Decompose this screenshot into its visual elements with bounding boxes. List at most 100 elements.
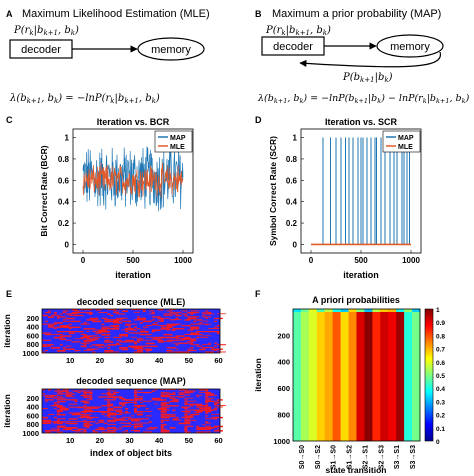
heatmap-cell <box>86 390 93 392</box>
heatmap-cell <box>175 416 179 418</box>
heatmap-cell <box>42 345 48 347</box>
heatmap-cell <box>53 403 57 406</box>
heatmap-cell <box>131 424 134 426</box>
heatmap-cell <box>142 309 146 311</box>
heatmap-cell <box>125 323 131 325</box>
heatmap-cell <box>142 326 149 328</box>
heatmap-cell <box>83 402 90 404</box>
heatmap-cell <box>65 421 72 423</box>
memory-label-b: memory <box>390 41 430 53</box>
heatmap-cell <box>71 309 78 311</box>
heatmap-cell <box>193 400 197 402</box>
heatmap-cell <box>122 431 129 433</box>
chart-f-ylabel: iteration <box>253 358 263 392</box>
heatmap-cell <box>107 405 111 407</box>
heatmap-cell <box>125 411 129 413</box>
heatmap-cell <box>56 422 63 425</box>
heatmap-cell <box>56 317 60 319</box>
heatmap-cell <box>83 335 93 337</box>
heatmap-cell <box>190 350 197 352</box>
heatmap-column-5 <box>372 309 381 441</box>
colorbar-tick-label: 0.3 <box>436 399 445 406</box>
heatmap-cell <box>169 393 176 395</box>
heatmap-cell <box>53 313 57 315</box>
heatmap-cell <box>133 418 143 420</box>
chart-d-legend-map: MAP <box>398 135 414 142</box>
heatmap-cell <box>208 323 212 325</box>
heatmap-cell <box>205 406 212 409</box>
heatmap-cell <box>205 405 209 407</box>
chart-e1-title: decoded sequence (MLE) <box>77 297 186 307</box>
heatmap-cell <box>190 332 200 334</box>
chart-d-legend-mle: MLE <box>398 144 413 151</box>
heatmap-cell <box>68 422 78 425</box>
heatmap-cell <box>89 313 93 315</box>
heatmap-cell <box>151 329 161 332</box>
chart-e1-frame <box>41 308 221 354</box>
heatmap-cell <box>205 428 212 430</box>
heatmap-cell <box>181 313 188 315</box>
y-tick-label: 1 <box>293 134 298 143</box>
heatmap-cell <box>83 422 90 424</box>
panel-letter-a: A <box>6 9 13 19</box>
chart-e2-ylabel: iteration <box>2 394 12 428</box>
heatmap-cell <box>104 317 108 320</box>
x-tick-label: S1→S0 <box>331 445 338 469</box>
heatmap-cell <box>154 389 158 391</box>
heatmap-cell <box>187 348 194 350</box>
heatmap-cell <box>184 399 188 401</box>
heatmap-cell <box>139 422 149 424</box>
heatmap-cell <box>119 317 129 319</box>
heatmap-cell <box>364 309 373 312</box>
chart-d-legend: MAP MLE <box>382 130 421 153</box>
heatmap-cell <box>86 411 96 413</box>
heatmap-column-6 <box>396 309 405 441</box>
heatmap-column-3 <box>348 309 357 441</box>
heatmap-cell <box>83 413 90 415</box>
heatmap-cell <box>104 336 111 338</box>
heatmap-cell <box>163 333 173 336</box>
chart-c-legend-mle: MLE <box>170 144 185 151</box>
heatmap-cell <box>142 418 149 420</box>
heatmap-cell <box>324 309 333 312</box>
heatmap-cell <box>122 416 131 418</box>
heatmap-cell <box>104 339 111 341</box>
heatmap-cell <box>110 351 120 353</box>
heatmap-cell <box>136 328 140 330</box>
heatmap-cell <box>89 416 93 418</box>
heatmap-cell <box>184 319 191 321</box>
heatmap-cell <box>65 422 69 424</box>
heatmap-cell <box>74 310 81 312</box>
heatmap-cell <box>178 323 182 325</box>
heatmap-cell <box>190 313 194 315</box>
heatmap-cell <box>59 400 66 403</box>
heatmap-cell <box>214 408 218 410</box>
chart-f-axes: 200 400 600 800 1000 S0→S0 S0→S2 S1→S0 S1→S2 S2→S… <box>273 331 417 469</box>
heatmap-cell <box>83 394 93 396</box>
heatmap-cell <box>139 402 143 404</box>
heatmap-cell <box>172 323 179 326</box>
heatmap-cell <box>128 422 131 425</box>
chart-c-legend-map: MAP <box>170 135 186 142</box>
heatmap-cell <box>74 390 78 392</box>
heatmap-cell <box>101 331 111 333</box>
panel-b-equation: λ(bk+1, bk) = −lnP(bk+1|bk) − lnP(rk|bk+… <box>257 93 470 105</box>
heatmap-cell <box>169 405 179 407</box>
heatmap-cell <box>56 405 63 407</box>
heatmap-cell <box>59 408 69 410</box>
heatmap-cell <box>80 336 90 339</box>
heatmap-cell <box>62 311 66 314</box>
memory-ellipse-b <box>376 34 444 58</box>
heatmap-column-5 <box>380 309 389 441</box>
heatmap-cell <box>396 309 405 312</box>
heatmap-cell <box>169 427 176 429</box>
heatmap-cell <box>169 396 179 398</box>
heatmap-cell <box>316 309 325 312</box>
heatmap-cell <box>56 430 60 431</box>
heatmap-cell <box>83 400 90 402</box>
heatmap-cell <box>205 421 209 423</box>
y-tick-label: 0.2 <box>58 219 70 228</box>
chart-c-legend: MAP MLE <box>154 130 193 153</box>
x-tick-label: S2→S3 <box>378 445 385 469</box>
heatmap-cell <box>83 333 87 336</box>
